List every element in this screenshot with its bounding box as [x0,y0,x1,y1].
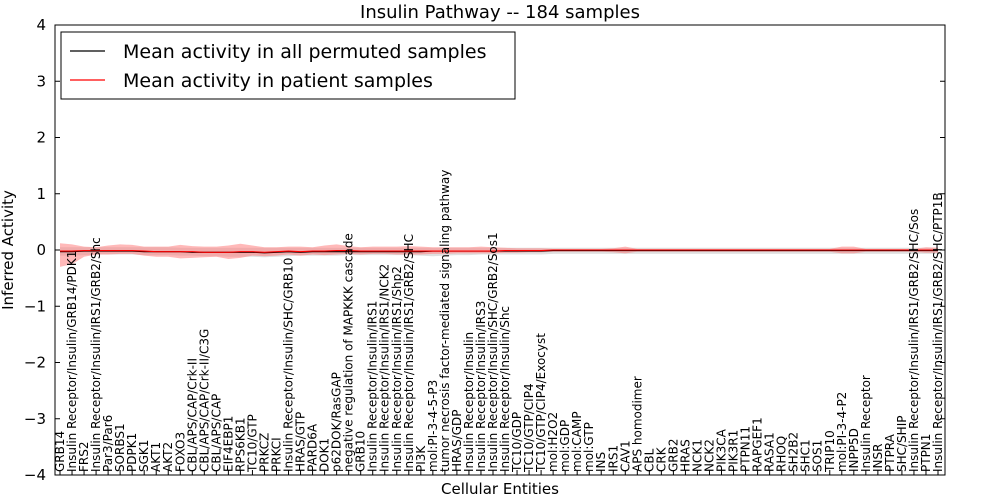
x-tick-label: INPP5D [847,428,861,472]
x-tick-label: CBL/APS/CAP/Crk-II [185,358,199,472]
x-tick-label: Insulin Receptor/Insulin/Shc [498,306,512,472]
x-tick-label: Insulin Receptor/Insulin/GRB14/PDK1 [65,251,79,472]
x-tick-label: TC10/GTP [245,414,259,473]
x-tick-label: Insulin Receptor/Insulin/SHC/GRB2/Sos1 [486,232,500,472]
x-tick-label: Insulin Receptor/Insulin/IRS1/GRB2/SHC [402,234,416,472]
chart-title: Insulin Pathway -- 184 samples [360,2,640,23]
x-tick-label: SGK1 [137,440,151,472]
y-tick-label: 2 [36,129,46,147]
x-tick-label: PTPRA [883,433,897,472]
x-tick-label: PIK3R1 [727,430,741,472]
x-tick-label: RASA1 [763,432,777,472]
x-tick-label: Insulin Receptor/Insulin/IRS1/NCK2 [378,264,392,472]
legend: Mean activity in all permuted samples Me… [60,31,516,100]
y-tick-label: −4 [24,466,46,484]
x-tick-label: PIK3CA [715,428,729,472]
y-axis-label: Inferred Activity [0,190,17,310]
y-tick-label: −1 [24,297,46,315]
x-tick-label: mol:H2O2 [546,412,560,472]
y-tick-label: −2 [24,354,46,372]
x-tick-label: DOK1 [318,438,332,472]
x-tick-label: FOXO3 [173,432,187,472]
x-tick-label: negative regulation of MAPKKK cascade [342,233,356,472]
x-tick-label: Insulin Receptor/Insulin/SHC/GRB10 [282,258,296,472]
x-tick-label: mol:CAMP [570,411,584,472]
x-tick-label: NCK2 [703,439,717,472]
x-tick-label: SOS1 [811,440,825,472]
x-tick-label: p62DOK/RasGAP [330,372,344,472]
y-tick-label: 0 [36,241,46,259]
x-tick-label: Insulin Receptor/Insulin/IRS1/Shp2 [390,266,404,472]
x-tick-label: TRIP10 [823,430,837,473]
x-tick-label: AKT2 [161,442,175,472]
series-lines [60,249,938,254]
x-tick-label: PRKCZ [258,433,272,472]
x-tick-label: mol:PI-3-4-5-P3 [426,380,440,472]
x-tick-label: CBL/APS/CAP [209,394,223,472]
x-tick-label: Insulin Receptor/Insulin/IRS3 [474,301,488,472]
x-tick-label: APS homodimer [630,376,644,472]
x-tick-label: Insulin Receptor [859,375,873,472]
x-tick-label: PTPN1 [919,434,933,472]
confidence-band-patient [60,243,938,267]
x-tick-label: Insulin Receptor/Insulin [462,332,476,472]
x-tick-label: mol:GDP [558,420,572,472]
x-tick-label: PRKCI [270,437,284,472]
x-tick-label: AKT1 [149,442,163,472]
plot-frame [54,24,946,476]
x-tick-label: Par3/Par6 [101,415,115,472]
x-tick-label: GRB2 [666,438,680,472]
x-tick-label: SORBS1 [113,423,127,472]
y-tick-label: −3 [24,410,46,428]
x-tick-label: GRB14 [53,431,67,472]
x-tick-label: PTPN11 [739,426,753,472]
legend-label-patient: Mean activity in patient samples [123,70,433,92]
x-tick-label: Insulin Receptor/Insulin/IRS1/GRB2/Shc [89,237,103,472]
x-tick-label: CAV1 [618,440,632,472]
x-tick-label: Insulin Receptor/Insulin/IRS1/GRB2/SHC/P… [931,192,945,472]
x-tick-label: CRK [654,446,668,472]
x-tick-label: TC10/GTP/CIP4 [522,383,536,473]
x-tick-label: HRAS/GDP [450,409,464,472]
x-tick-label: HRAS/GTP [294,412,308,472]
x-tick-label: tumor necrosis factor-mediated signaling… [438,170,452,472]
x-tick-label: IRS1 [606,445,620,472]
x-tick-label: RPS6KB1 [233,417,247,472]
x-tick-label: Insulin Receptor/Insulin/IRS1 [366,301,380,472]
x-tick-label: HRAS [678,439,692,472]
x-axis-label: Cellular Entities [441,480,559,498]
x-tick-label: INS [594,452,608,472]
x-tick-label: CBL [642,448,656,472]
y-tick-label: 4 [36,16,46,34]
x-tick-label: SHC1 [799,439,813,472]
x-tick-label: CBL/APS/CAP/Crk-II/C3G [197,329,211,472]
x-tick-label: RAPGEF1 [751,417,765,472]
legend-frame [60,31,516,100]
x-tick-label: RHOQ [775,436,789,472]
x-tick-label: mol:GTP [582,422,596,472]
x-tick-label: FRS2 [77,442,91,473]
x-tick-label: NCK1 [691,439,705,472]
x-tick-label: SH2B2 [787,432,801,472]
x-tick-label: TC10/GTP/CIP4/Exocyst [534,333,548,473]
x-tick-label: PI3K [414,445,428,472]
x-tick-label: INSR [871,444,885,472]
legend-label-permuted: Mean activity in all permuted samples [123,41,486,63]
x-tick-label: Insulin Receptor/Insulin/IRS1/GRB2/SHC/S… [907,209,921,472]
y-tick-label: 1 [36,185,46,203]
x-tick-label: mol:PI-3-4-P2 [835,392,849,472]
y-axis-ticks: −4 −3 −2 −1 0 1 2 3 4 [24,16,945,484]
x-tick-label: PDPK1 [125,433,139,472]
x-tick-label: EIF4EBP1 [221,416,235,472]
x-tick-label: GRB10 [354,431,368,472]
y-tick-label: 3 [36,72,46,90]
x-tick-label: TC10/GDP [510,412,524,473]
x-tick-label: PARD6A [306,423,320,472]
x-tick-label: SHC/SHIP [895,416,909,472]
series-line-patient [60,249,938,253]
